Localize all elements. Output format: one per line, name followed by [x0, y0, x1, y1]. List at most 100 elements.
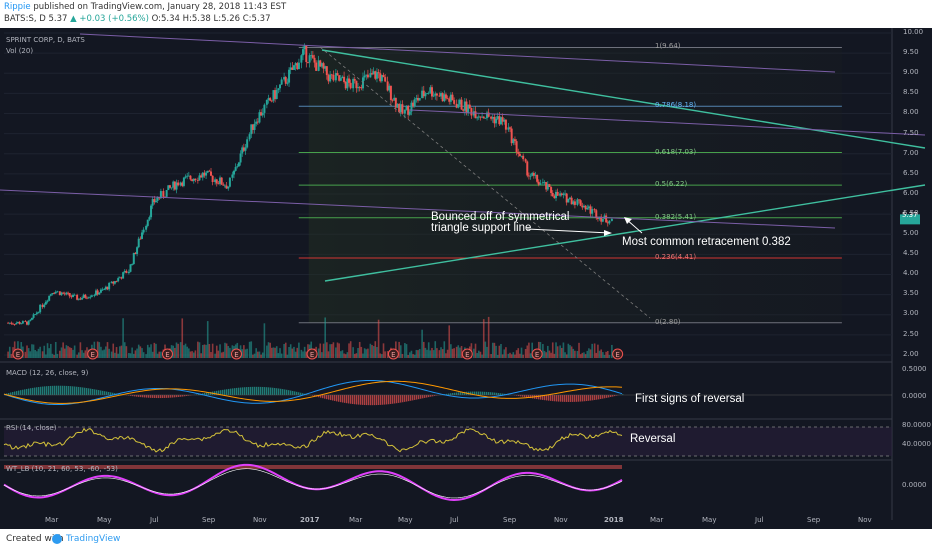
macd-histogram-bar — [278, 388, 280, 395]
candle-body — [458, 99, 461, 105]
macd-histogram-bar — [348, 395, 350, 404]
macd-histogram-bar — [152, 395, 154, 398]
macd-histogram-bar — [484, 391, 486, 395]
volume-bar — [243, 345, 245, 358]
volume-bar — [98, 342, 101, 358]
candle-body — [474, 111, 477, 119]
candle-body — [338, 75, 341, 81]
volume-bar — [244, 349, 247, 358]
volume-bar — [112, 343, 115, 358]
volume-bar — [222, 351, 225, 358]
candle-body — [444, 94, 447, 99]
macd-histogram-bar — [574, 395, 576, 402]
candle-body — [186, 175, 189, 177]
macd-histogram-bar — [164, 395, 166, 398]
candle-body — [122, 272, 125, 279]
candle-body — [41, 304, 44, 307]
candle-body — [54, 291, 57, 294]
volume-bar — [255, 348, 257, 358]
volume-bar — [476, 352, 478, 358]
indicator-tick-label: 0.5000 — [902, 365, 927, 373]
candle-body — [496, 116, 499, 119]
candle-body — [422, 90, 425, 97]
volume-bar — [335, 347, 337, 358]
macd-histogram-bar — [136, 395, 138, 397]
candle-body — [348, 78, 351, 83]
candle-body — [418, 97, 421, 101]
macd-histogram-bar — [448, 393, 450, 395]
volume-bar — [179, 342, 182, 358]
earnings-marker-icon — [387, 348, 399, 360]
candle-body — [203, 172, 206, 176]
retracement-arrowhead-icon — [624, 217, 632, 224]
earnings-marker-icon — [87, 348, 99, 360]
macd-histogram-bar — [28, 388, 30, 395]
volume-bar — [82, 352, 85, 358]
candle-body — [567, 198, 570, 203]
volume-bar — [496, 354, 499, 358]
volume-bar — [551, 342, 554, 358]
indicator-tick-label: 80.0000 — [902, 421, 931, 429]
macd-histogram-bar — [250, 386, 252, 395]
macd-histogram-bar — [474, 391, 476, 395]
volume-bar — [332, 342, 335, 358]
macd-histogram-bar — [50, 385, 52, 395]
candle-body — [222, 184, 225, 186]
macd-histogram-bar — [456, 392, 458, 395]
volume-bar — [206, 321, 209, 358]
volume-bar — [263, 323, 266, 358]
volume-bar — [583, 352, 585, 358]
volume-bar — [426, 349, 428, 358]
macd-histogram-bar — [470, 391, 472, 395]
volume-bar — [608, 354, 611, 358]
earnings-marker-icon — [306, 348, 318, 360]
macd-histogram-bar — [462, 391, 464, 395]
macd-histogram-bar — [148, 395, 150, 398]
volume-bar — [346, 352, 349, 358]
volume-bar — [34, 349, 37, 358]
candle-body — [189, 175, 192, 180]
candle-body — [565, 193, 568, 203]
candle-body — [191, 179, 194, 182]
volume-bar — [574, 350, 576, 358]
candle-body — [479, 116, 482, 118]
time-tick-label: 2017 — [300, 516, 320, 524]
volume-bar — [43, 345, 46, 358]
macd-histogram-bar — [340, 395, 342, 403]
volume-bar — [60, 347, 63, 358]
author-name[interactable]: Rippie — [4, 2, 31, 12]
volume-bar — [398, 341, 400, 358]
candle-body — [85, 297, 88, 299]
candle-body — [267, 98, 270, 100]
volume-bar — [556, 346, 559, 358]
candle-body — [231, 174, 234, 178]
earnings-marker-letter: E — [16, 351, 20, 359]
volume-bar — [26, 345, 28, 358]
volume-bar — [441, 349, 444, 358]
macd-histogram-bar — [612, 395, 614, 397]
macd-histogram-bar — [582, 395, 584, 402]
macd-histogram-bar — [44, 386, 46, 395]
macd-histogram-bar — [30, 388, 32, 395]
macd-histogram-bar — [176, 395, 178, 398]
price-tick-label: 6.00 — [903, 188, 919, 197]
volume-bar — [524, 349, 527, 358]
candle-body — [389, 85, 392, 100]
tradingview-brand[interactable]: TradingView — [66, 534, 121, 544]
volume-bar — [8, 346, 11, 358]
macd-histogram-bar — [296, 391, 298, 395]
candle-body — [228, 177, 231, 187]
macd-histogram-bar — [478, 391, 480, 395]
candle-body — [225, 185, 228, 189]
price-tick-label: 3.50 — [903, 289, 919, 298]
footer-bar: Created with TradingView — [0, 529, 932, 550]
candle-body — [509, 127, 512, 129]
candlesticks — [7, 43, 613, 326]
candle-body — [365, 74, 368, 76]
macd-histogram-bar — [606, 395, 608, 398]
candle-body — [104, 286, 107, 290]
volume-bar — [260, 354, 262, 358]
macd-histogram-bar — [332, 395, 334, 401]
macd-histogram-bar — [434, 395, 436, 396]
